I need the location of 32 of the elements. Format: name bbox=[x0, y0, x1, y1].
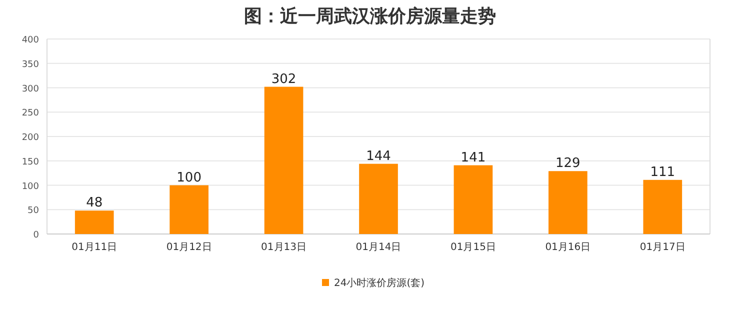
data-label: 144 bbox=[366, 148, 391, 164]
x-tick-label: 01月11日 bbox=[72, 242, 118, 253]
x-tick-label: 01月17日 bbox=[640, 242, 686, 253]
y-tick-label: 50 bbox=[28, 206, 40, 216]
x-tick-label: 01月13日 bbox=[261, 242, 307, 253]
x-tick-label: 01月16日 bbox=[545, 242, 591, 253]
bar bbox=[170, 185, 208, 234]
x-tick-label: 01月14日 bbox=[356, 242, 402, 253]
legend-label: 24小时涨价房源(套) bbox=[334, 277, 425, 289]
x-tick-label: 01月12日 bbox=[166, 242, 212, 253]
bar bbox=[454, 165, 493, 234]
bar bbox=[264, 86, 304, 234]
y-tick-label: 350 bbox=[22, 60, 40, 70]
y-tick-label: 100 bbox=[22, 182, 40, 192]
data-label: 302 bbox=[271, 72, 296, 87]
chart-title: 图：近一周武汉涨价房源量走势 bbox=[244, 6, 496, 27]
data-label: 48 bbox=[86, 196, 103, 211]
data-label: 129 bbox=[556, 156, 580, 172]
bar bbox=[74, 210, 114, 234]
data-label: 111 bbox=[650, 164, 676, 180]
y-tick-label: 250 bbox=[22, 108, 40, 119]
y-tick-label: 0 bbox=[33, 230, 40, 240]
bar bbox=[643, 180, 682, 234]
bar bbox=[359, 164, 398, 234]
y-tick-label: 200 bbox=[22, 133, 40, 143]
x-tick-label: 01月15日 bbox=[450, 242, 496, 253]
y-tick-label: 400 bbox=[22, 36, 40, 46]
data-label: 141 bbox=[460, 150, 486, 166]
y-tick-label: 150 bbox=[22, 157, 40, 168]
data-label: 100 bbox=[176, 170, 202, 186]
y-tick-label: 300 bbox=[22, 84, 40, 94]
bar bbox=[548, 171, 588, 234]
